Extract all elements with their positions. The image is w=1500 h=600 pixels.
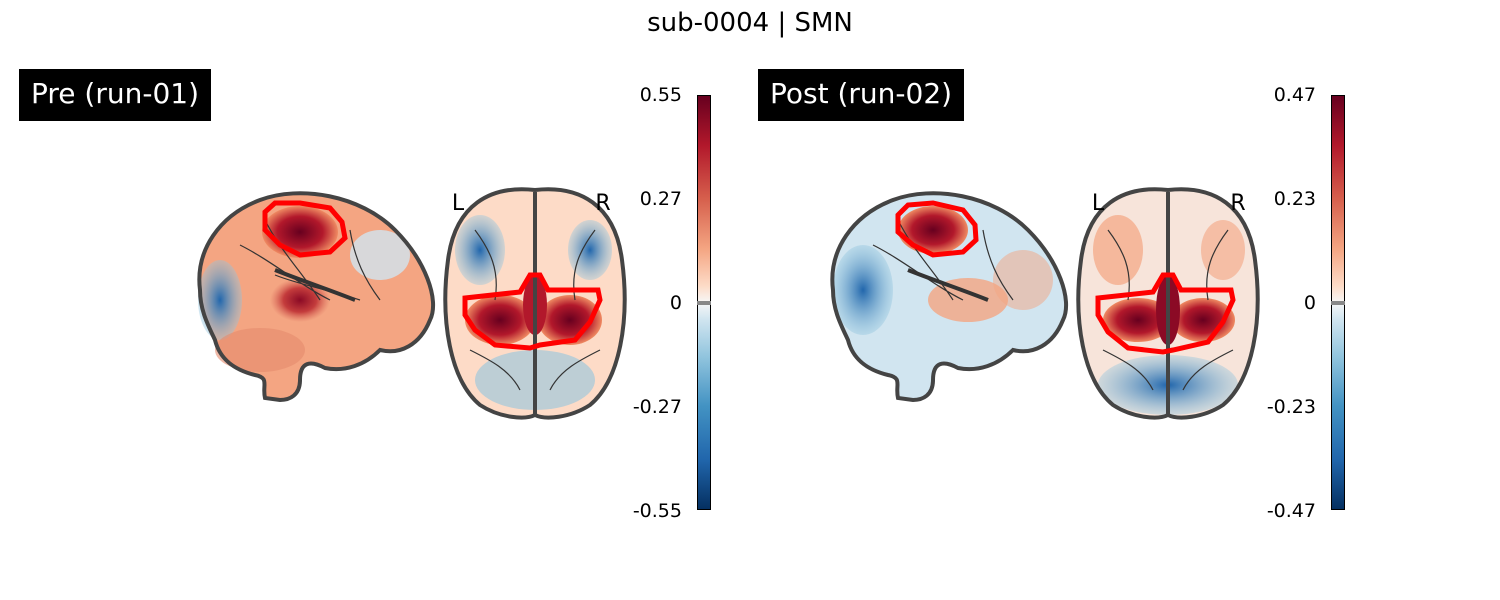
brain-views: L R xyxy=(830,187,1260,420)
axial-warm-region xyxy=(1093,215,1143,285)
axial-cool-region-2 xyxy=(568,220,612,280)
sagittal-cool-region xyxy=(198,260,242,340)
colorbar-tick: 0.27 xyxy=(639,188,682,210)
colorbar xyxy=(1331,95,1345,510)
panel-post: Post (run-02) xyxy=(738,0,1488,600)
left-hemisphere-label: L xyxy=(452,191,465,216)
axial-hot-right xyxy=(538,295,602,345)
colorbar-tick: 0.23 xyxy=(1273,188,1316,210)
axial-outline xyxy=(1076,187,1260,420)
colorbar-tick: 0 xyxy=(1303,292,1316,314)
sagittal-roi-outline xyxy=(895,200,979,258)
axial-roi-outline xyxy=(462,272,603,351)
axial-warm-region-2 xyxy=(1201,220,1245,280)
colorbar-tick: -0.23 xyxy=(1266,396,1316,418)
sylvian-fissure xyxy=(907,268,989,302)
sagittal-cool-region-2 xyxy=(350,230,410,280)
colorbar-tick: 0.55 xyxy=(639,84,682,106)
sagittal-outline xyxy=(197,191,436,403)
brain-views: L R xyxy=(197,187,627,420)
sagittal-hot-region xyxy=(898,206,968,254)
panel-pre: Pre (run-01) xyxy=(19,69,711,522)
colorbar-tick: 0.47 xyxy=(1273,84,1316,106)
colorbar-tick: 0 xyxy=(669,292,682,314)
panel-label: Post (run-02) xyxy=(758,69,965,121)
sagittal-outline xyxy=(830,191,1069,403)
sagittal-warm-region xyxy=(928,278,1008,322)
colorbar-tick: -0.55 xyxy=(632,500,682,522)
sagittal-warm-region-2 xyxy=(993,250,1053,310)
figure-title: sub-0004 | SMN xyxy=(647,8,853,38)
sagittal-warm-region xyxy=(215,328,305,372)
right-hemisphere-label: R xyxy=(1230,191,1245,216)
colorbar-tick: -0.27 xyxy=(632,396,682,418)
axial-view xyxy=(1076,187,1260,420)
colorbar-zero-band xyxy=(1331,301,1345,305)
colorbar-tick: -0.47 xyxy=(1266,500,1316,522)
axial-outline xyxy=(443,187,627,420)
colorbar-zero-band xyxy=(697,301,711,305)
sagittal-view xyxy=(197,191,436,403)
left-hemisphere-label: L xyxy=(1092,191,1105,216)
colorbar xyxy=(697,95,711,510)
axial-sulci xyxy=(1102,229,1234,391)
right-hemisphere-label: R xyxy=(595,191,610,216)
sagittal-view xyxy=(830,191,1069,403)
sagittal-cool-region xyxy=(833,245,893,335)
axial-sulci xyxy=(469,229,601,391)
axial-view xyxy=(443,187,627,420)
sagittal-hot-region-2 xyxy=(270,278,330,322)
axial-cool-region xyxy=(455,215,505,285)
sagittal-roi-outline xyxy=(262,200,348,258)
axial-roi-outline xyxy=(1095,272,1236,355)
sylvian-fissure xyxy=(274,268,356,302)
panel-label: Pre (run-01) xyxy=(19,69,211,121)
axial-hot-left xyxy=(1103,298,1173,342)
